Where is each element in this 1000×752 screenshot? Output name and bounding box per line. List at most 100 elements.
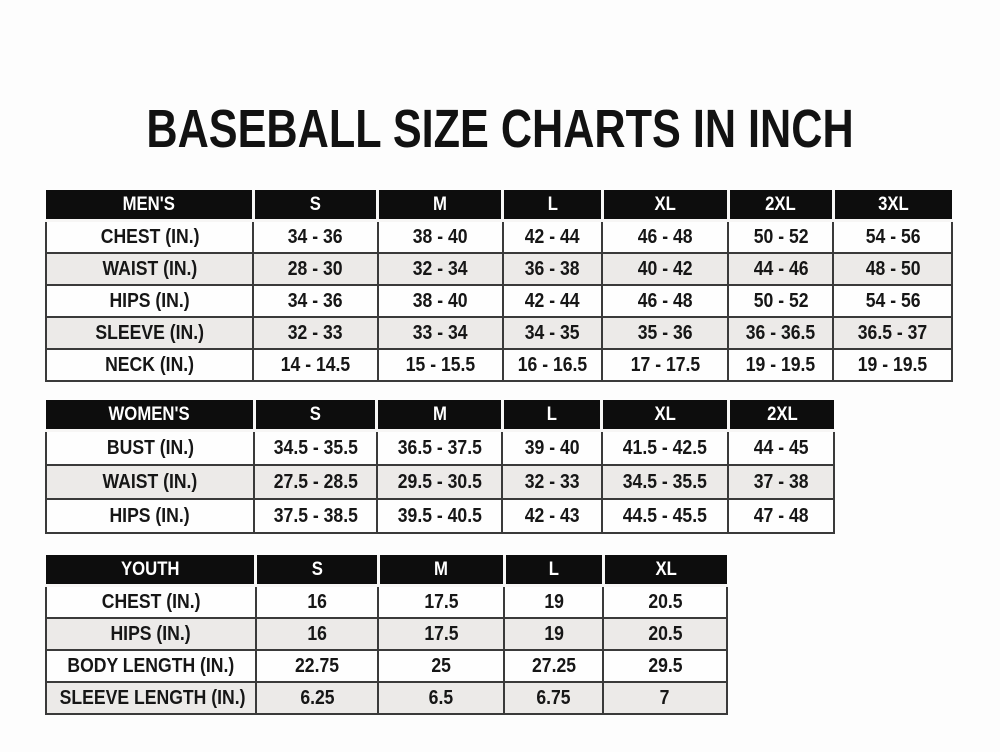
table-row: SLEEVE (IN.) 32 - 33 33 - 34 34 - 35 35 - 36…	[44, 316, 953, 350]
header-row: YOUTH S M L XL	[46, 555, 727, 587]
size-header-cell: XL	[600, 400, 729, 432]
value-cell: 29.5 - 30.5	[375, 464, 504, 500]
header-row: WOMEN'S S M L XL 2XL	[46, 400, 834, 432]
value-cell: 50 - 52	[727, 220, 835, 254]
measurement-label-cell: HIPS (IN.)	[44, 498, 256, 534]
size-header-cell: L	[501, 190, 603, 222]
value-cell: 44 - 46	[727, 252, 835, 286]
value-cell: 29.5	[602, 649, 728, 683]
value-cell: 34 - 36	[252, 220, 379, 254]
value-cell: 36.5 - 37	[832, 316, 953, 350]
size-header-cell: 2XL	[726, 400, 834, 432]
value-cell: 33 - 34	[376, 316, 504, 350]
page-title: BASEBALL SIZE CHARTS IN INCH	[0, 102, 1000, 156]
value-cell: 36 - 36.5	[727, 316, 835, 350]
table-title-cell: WOMEN'S	[46, 400, 255, 432]
value-cell: 34.5 - 35.5	[600, 464, 730, 500]
size-header-cell: S	[252, 400, 377, 432]
table-row: WAIST (IN.) 27.5 - 28.5 29.5 - 30.5 32 - 33…	[44, 464, 835, 500]
value-cell: 17.5	[377, 617, 506, 651]
value-cell: 42 - 43	[501, 498, 603, 534]
measurement-label-cell: HIPS (IN.)	[45, 617, 257, 651]
value-cell: 20.5	[602, 617, 728, 651]
measurement-label-cell: CHEST (IN.)	[45, 585, 257, 619]
value-cell: 16	[254, 585, 380, 619]
value-cell: 39 - 40	[501, 430, 603, 466]
table-row: HIPS (IN.) 34 - 36 38 - 40 42 - 44 46 - 48 50…	[44, 284, 953, 318]
size-header-cell: XL	[600, 190, 729, 222]
value-cell: 6.75	[503, 681, 605, 715]
womens-size-table: WOMEN'S S M L XL 2XL BUST (IN.) 34.5 - 35.5 36.5…	[44, 400, 835, 534]
size-header-cell: 3XL	[831, 190, 952, 222]
table-row: NECK (IN.) 14 - 14.5 15 - 15.5 16 - 16.5 17 …	[44, 348, 953, 382]
value-cell: 34 - 35	[501, 316, 604, 350]
value-cell: 34 - 36	[252, 284, 379, 318]
value-cell: 44.5 - 45.5	[600, 498, 730, 534]
youth-size-table-section: YOUTH S M L XL CHEST (IN.) 16 17.5 19 20.5 HIPS (I…	[45, 555, 728, 715]
value-cell: 46 - 48	[601, 220, 730, 254]
value-cell: 36.5 - 37.5	[375, 430, 504, 466]
value-cell: 32 - 33	[252, 316, 379, 350]
measurement-label-cell: WAIST (IN.)	[44, 252, 255, 286]
table-row: CHEST (IN.) 34 - 36 38 - 40 42 - 44 46 - 48 5…	[44, 220, 953, 254]
womens-size-table-section: WOMEN'S S M L XL 2XL BUST (IN.) 34.5 - 35.5 36.5…	[44, 400, 835, 534]
value-cell: 41.5 - 42.5	[600, 430, 730, 466]
measurement-label-cell: WAIST (IN.)	[44, 464, 256, 500]
value-cell: 37.5 - 38.5	[253, 498, 378, 534]
measurement-label-cell: CHEST (IN.)	[44, 220, 255, 254]
table-row: HIPS (IN.) 37.5 - 38.5 39.5 - 40.5 42 - 43 4…	[44, 498, 835, 534]
value-cell: 48 - 50	[832, 252, 953, 286]
value-cell: 38 - 40	[376, 220, 504, 254]
value-cell: 44 - 45	[727, 430, 835, 466]
value-cell: 42 - 44	[501, 284, 604, 318]
value-cell: 19	[503, 617, 605, 651]
value-cell: 25	[377, 649, 506, 683]
value-cell: 27.25	[503, 649, 605, 683]
value-cell: 54 - 56	[832, 284, 953, 318]
value-cell: 47 - 48	[727, 498, 835, 534]
mens-size-table-section: MEN'S S M L XL 2XL 3XL CHEST (IN.) 34 - 36 38 - 4…	[44, 190, 953, 382]
value-cell: 35 - 36	[601, 316, 730, 350]
table-row: WAIST (IN.) 28 - 30 32 - 34 36 - 38 40 - 42 4…	[44, 252, 953, 286]
value-cell: 16 - 16.5	[501, 348, 604, 382]
value-cell: 7	[602, 681, 728, 715]
value-cell: 37 - 38	[727, 464, 835, 500]
value-cell: 16	[254, 617, 380, 651]
size-header-cell: M	[375, 400, 503, 432]
measurement-label-cell: HIPS (IN.)	[44, 284, 255, 318]
value-cell: 34.5 - 35.5	[253, 430, 378, 466]
measurement-label-cell: NECK (IN.)	[44, 348, 255, 382]
measurement-label-cell: BUST (IN.)	[44, 430, 256, 466]
value-cell: 6.5	[377, 681, 506, 715]
value-cell: 36 - 38	[501, 252, 604, 286]
size-header-cell: XL	[601, 555, 727, 587]
size-header-cell: S	[254, 555, 379, 587]
table-row: BODY LENGTH (IN.) 22.75 25 27.25 29.5	[45, 649, 728, 683]
table-title-cell: MEN'S	[46, 190, 254, 222]
value-cell: 14 - 14.5	[252, 348, 379, 382]
value-cell: 22.75	[254, 649, 380, 683]
value-cell: 38 - 40	[376, 284, 504, 318]
value-cell: 42 - 44	[501, 220, 604, 254]
value-cell: 19 - 19.5	[832, 348, 953, 382]
table-row: SLEEVE LENGTH (IN.) 6.25 6.5 6.75 7	[45, 681, 728, 715]
size-header-cell: M	[376, 190, 503, 222]
value-cell: 40 - 42	[601, 252, 730, 286]
size-header-cell: S	[251, 190, 378, 222]
table-row: HIPS (IN.) 16 17.5 19 20.5	[45, 617, 728, 651]
size-header-cell: L	[502, 555, 604, 587]
table-row: BUST (IN.) 34.5 - 35.5 36.5 - 37.5 39 - 40 4…	[44, 430, 835, 466]
value-cell: 27.5 - 28.5	[253, 464, 378, 500]
value-cell: 32 - 34	[376, 252, 504, 286]
header-row: MEN'S S M L XL 2XL 3XL	[46, 190, 952, 222]
size-header-cell: L	[500, 400, 602, 432]
youth-size-table: YOUTH S M L XL CHEST (IN.) 16 17.5 19 20.5 HIPS (I…	[45, 555, 728, 715]
measurement-label-cell: SLEEVE (IN.)	[44, 316, 255, 350]
measurement-label-cell: SLEEVE LENGTH (IN.)	[45, 681, 257, 715]
value-cell: 54 - 56	[832, 220, 953, 254]
value-cell: 6.25	[254, 681, 380, 715]
value-cell: 20.5	[602, 585, 728, 619]
value-cell: 19 - 19.5	[727, 348, 835, 382]
table-title-cell: YOUTH	[46, 555, 256, 587]
